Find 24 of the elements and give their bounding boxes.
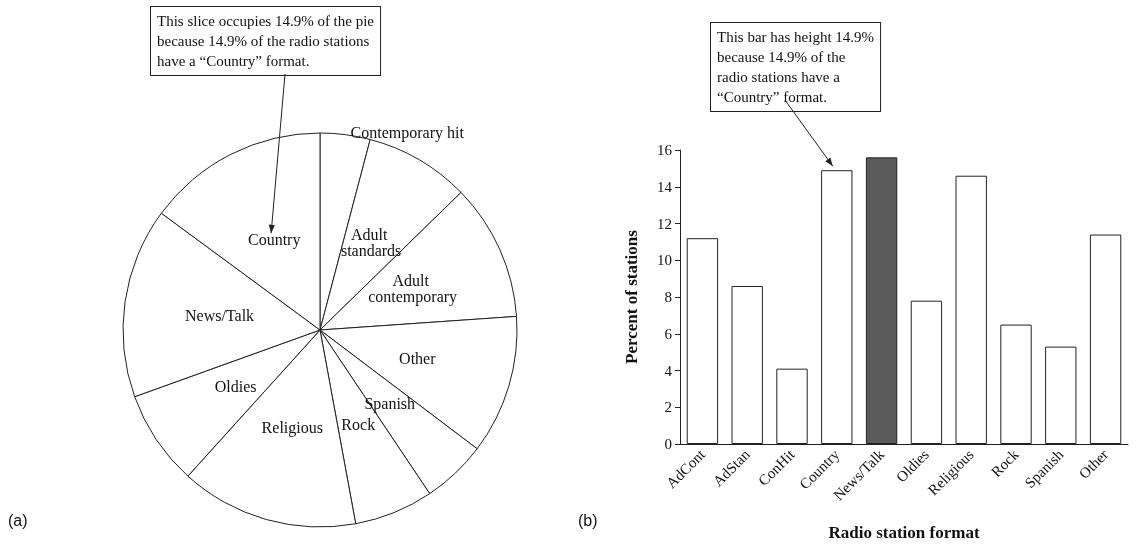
slice-label: News/Talk: [185, 306, 255, 324]
slice-label: Religious: [261, 419, 323, 438]
y-tick-label: 0: [664, 436, 672, 452]
slice-label: Contemporary hit: [350, 124, 465, 143]
y-tick-label: 12: [657, 215, 672, 232]
slice-label: Other: [399, 350, 437, 368]
y-tick-label: 6: [664, 325, 673, 342]
annotation: This bar has height 14.9% because 14.9% of the radio stations have a “Country” format.: [717, 29, 875, 105]
x-axis-title: Radio station format: [828, 523, 980, 542]
text: (a): [8, 511, 28, 529]
y-tick-label: 8: [664, 289, 672, 305]
legend-label: Country: [247, 230, 301, 249]
y-tick-label: 4: [664, 362, 673, 379]
y-tick-label: 14: [657, 178, 673, 195]
slice-label: Adult standards: [340, 225, 402, 259]
y-tick-label: 16: [657, 142, 673, 158]
y-axis-title: Percent of stations: [622, 229, 641, 364]
slice-label: Rock: [341, 415, 376, 433]
y-tick-label: 10: [657, 252, 672, 269]
slice-label: Adult contemporary: [368, 272, 458, 307]
text: This slice occupies 14.9% of the pie because 14.9% of the radio stations have a “Country” format.: [157, 13, 375, 69]
y-tick-label: 2: [664, 399, 672, 416]
slice-label: Oldies: [214, 378, 257, 396]
text: (b): [578, 511, 598, 529]
